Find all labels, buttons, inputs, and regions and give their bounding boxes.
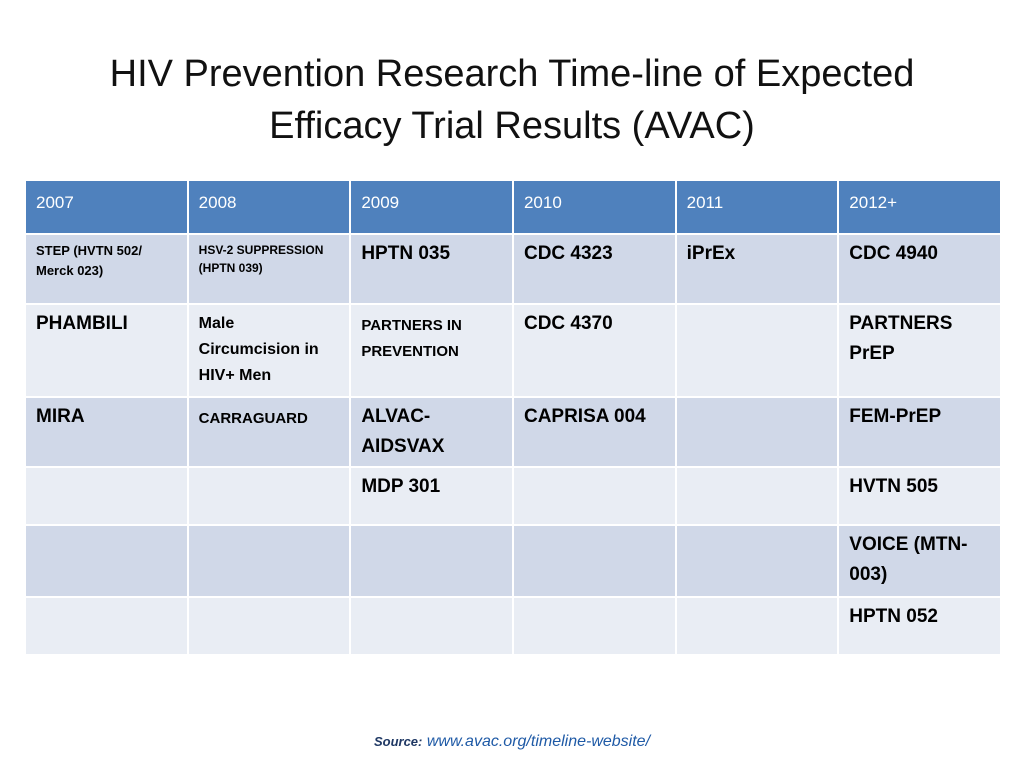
table-cell: PARTNERS PrEP <box>837 303 1002 398</box>
slide-title-line-2: Efficacy Trial Results (AVAC) <box>269 105 755 147</box>
table-cell: VOICE (MTN-003) <box>837 524 1002 598</box>
table-cell <box>674 466 840 526</box>
table-cell: PARTNERS IN PREVENTION <box>349 303 514 398</box>
header-cell-2011: 2011 <box>674 179 840 235</box>
source-link[interactable]: www.avac.org/timeline-website/ <box>426 733 651 750</box>
table-cell <box>674 524 840 598</box>
table-cell <box>186 596 352 656</box>
table-cell <box>186 466 352 526</box>
table-cell: CARRAGUARD <box>186 396 352 468</box>
table-row: MDP 301 HVTN 505 <box>24 466 1002 526</box>
table-cell <box>24 596 189 656</box>
table-cell: Male Circumcision in HIV+ Men <box>186 303 352 398</box>
table-cell <box>186 524 352 598</box>
table-cell: STEP (HVTN 502/ Merck 023) <box>24 233 189 305</box>
table-cell: HPTN 052 <box>837 596 1002 656</box>
table-cell <box>349 596 514 656</box>
table-cell: FEM-PrEP <box>837 396 1002 468</box>
table-cell: ALVAC-AIDSVAX <box>349 396 514 468</box>
table-row: HPTN 052 <box>24 596 1002 656</box>
table-cell: MIRA <box>24 396 189 468</box>
table-cell: HSV-2 SUPPRESSION (HPTN 039) <box>186 233 352 305</box>
table-cell: CDC 4370 <box>511 303 677 398</box>
table-cell: CDC 4940 <box>837 233 1002 305</box>
table-cell <box>511 466 677 526</box>
trial-timeline-table: 2007 2008 2009 2010 2011 2012+ STEP (HVT… <box>24 179 1002 656</box>
table-cell <box>511 596 677 656</box>
table-cell <box>24 466 189 526</box>
table-cell <box>24 524 189 598</box>
table-cell: PHAMBILI <box>24 303 189 398</box>
table-cell: CAPRISA 004 <box>511 396 677 468</box>
header-cell-2008: 2008 <box>186 179 352 235</box>
table-cell: iPrEx <box>674 233 840 305</box>
table-cell: HPTN 035 <box>349 233 514 305</box>
table-cell <box>674 303 840 398</box>
header-cell-2010: 2010 <box>511 179 677 235</box>
slide-title-line-1: HIV Prevention Research Time-line of Exp… <box>109 53 915 95</box>
table-cell <box>674 396 840 468</box>
table-header-row: 2007 2008 2009 2010 2011 2012+ <box>24 179 1002 235</box>
table-row: VOICE (MTN-003) <box>24 524 1002 598</box>
slide-title: HIV Prevention Research Time-line of Exp… <box>40 48 984 152</box>
source-citation: Source: www.avac.org/timeline-website/ <box>0 733 1024 751</box>
table-row: PHAMBILI Male Circumcision in HIV+ Men P… <box>24 303 1002 398</box>
header-cell-2009: 2009 <box>349 179 514 235</box>
table-cell <box>349 524 514 598</box>
table-row: STEP (HVTN 502/ Merck 023) HSV-2 SUPPRES… <box>24 233 1002 305</box>
header-cell-2007: 2007 <box>24 179 189 235</box>
table-cell <box>674 596 840 656</box>
table-cell: CDC 4323 <box>511 233 677 305</box>
table-cell: MDP 301 <box>349 466 514 526</box>
table-cell: HVTN 505 <box>837 466 1002 526</box>
table-row: MIRA CARRAGUARD ALVAC-AIDSVAX CAPRISA 00… <box>24 396 1002 468</box>
header-cell-2012-plus: 2012+ <box>837 179 1002 235</box>
source-label: Source: <box>373 734 423 749</box>
table-cell <box>511 524 677 598</box>
